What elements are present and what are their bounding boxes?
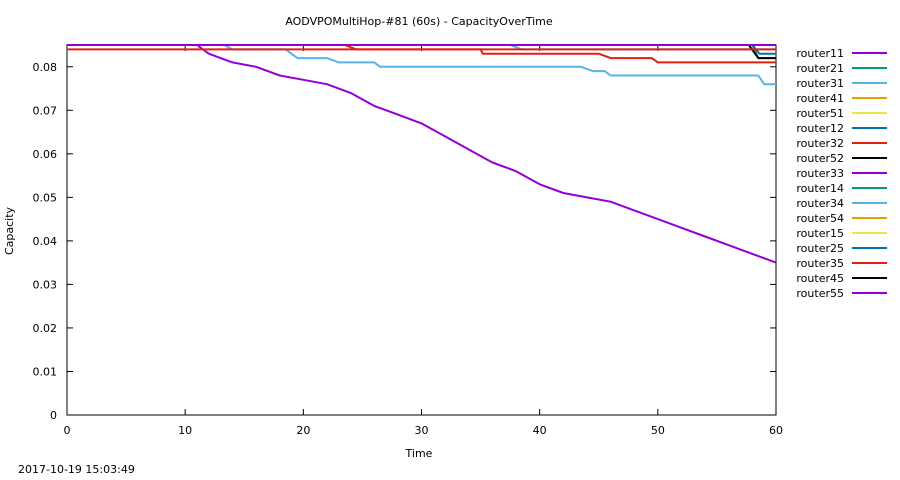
legend-label-router35: router35 [796,257,844,270]
legend-label-router34: router34 [796,197,844,210]
y-tick-label: 0.04 [33,235,58,248]
y-tick-label: 0.06 [33,148,58,161]
series-lines [67,44,777,264]
y-tick-label: 0.03 [33,278,58,291]
x-tick-label: 40 [533,424,547,437]
legend-label-router11: router11 [796,47,844,60]
timestamp-footer: 2017-10-19 15:03:49 [18,463,135,476]
series-line-router33 [67,44,777,264]
x-axis-label: Time [405,447,433,460]
x-tick-label: 10 [178,424,192,437]
series-line-router32 [67,44,776,64]
legend-label-router25: router25 [796,242,844,255]
x-tick-label: 20 [296,424,310,437]
legend-label-router33: router33 [796,167,844,180]
legend-label-router12: router12 [796,122,844,135]
x-tick-label: 60 [769,424,783,437]
legend-label-router54: router54 [796,212,844,225]
plot-border [66,44,777,416]
legend-label-router15: router15 [796,227,844,240]
legend-label-router14: router14 [796,182,844,195]
y-tick-label: 0 [50,409,57,422]
x-tick-label: 30 [415,424,429,437]
x-tick-label: 0 [64,424,71,437]
y-axis-label: Capacity [3,206,16,255]
legend-label-router51: router51 [796,107,844,120]
y-tick-label: 0.02 [33,322,58,335]
x-tick-label: 50 [651,424,665,437]
legend: router11 router21 router31 router41 router51… [796,47,887,300]
legend-label-router52: router52 [796,152,844,165]
legend-label-router45: router45 [796,272,844,285]
y-tick-label: 0.08 [33,61,58,74]
chart-title: AODVPOMultiHop-#81 (60s) - CapacityOverT… [285,15,553,28]
y-tick-label: 0.05 [33,191,58,204]
legend-label-router32: router32 [796,137,844,150]
legend-label-router41: router41 [796,92,844,105]
plot-area [66,44,777,416]
y-tick-label: 0.07 [33,104,58,117]
legend-label-router21: router21 [796,62,844,75]
legend-label-router31: router31 [796,77,844,90]
y-tick-label: 0.01 [33,365,58,378]
axis-ticks: 0 10 20 30 40 50 60 0 0.01 0.02 0.03 0.04 0.05 0.06 0.… [33,45,783,437]
legend-label-router55: router55 [796,287,844,300]
